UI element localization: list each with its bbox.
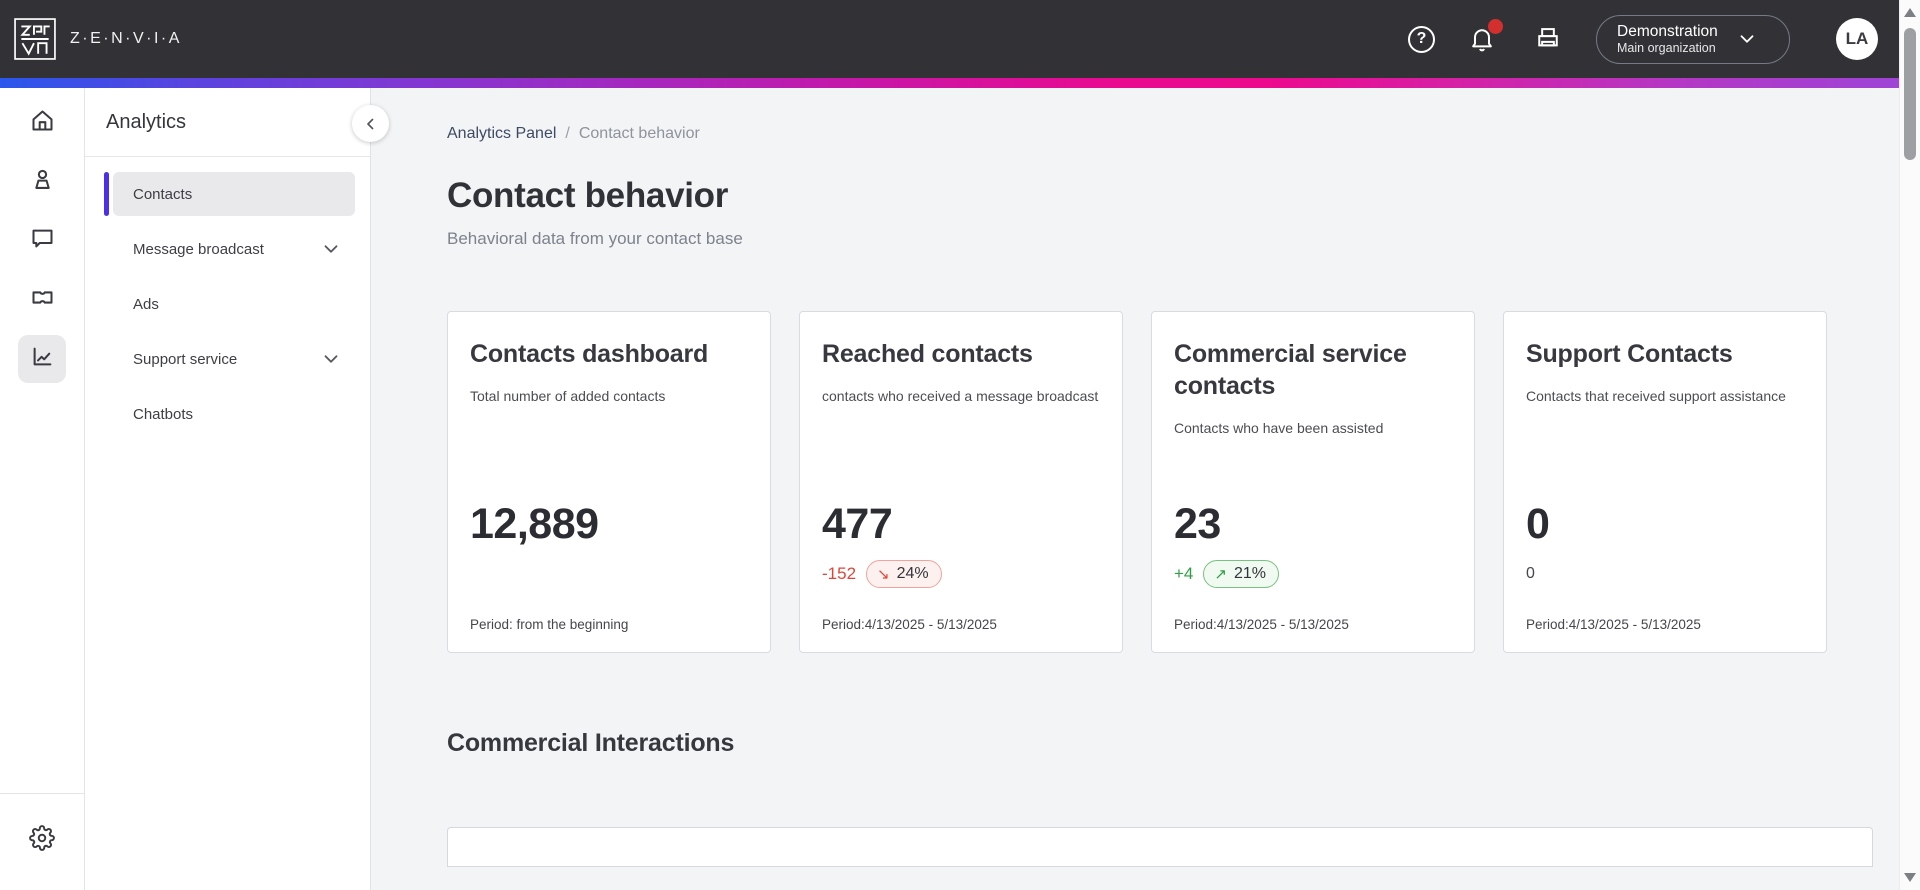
vertical-scrollbar[interactable]: [1899, 0, 1920, 890]
organization-selector[interactable]: Demonstration Main organization: [1596, 14, 1790, 64]
sidebar-item-message-broadcast[interactable]: Message broadcast: [104, 227, 355, 271]
sidebar-item-label: Ads: [133, 295, 159, 313]
scroll-down-arrow[interactable]: [1904, 873, 1916, 882]
breadcrumb: Analytics Panel / Contact behavior: [447, 125, 1873, 143]
card-reached-contacts: Reached contacts contacts who received a…: [799, 311, 1123, 653]
printer-icon[interactable]: [1534, 25, 1562, 53]
rail-item-contacts[interactable]: [18, 158, 66, 206]
analytics-sidebar: Analytics Contacts Message broadcast Ads: [85, 88, 389, 890]
card-period: Period:4/13/2025 - 5/13/2025: [1526, 617, 1701, 632]
brand-gradient-bar: [0, 78, 1920, 88]
card-title: Reached contacts: [822, 340, 1033, 368]
contacts-icon: [29, 166, 56, 198]
sidebar-item-label: Message broadcast: [133, 240, 264, 258]
sidebar-item-label: Support service: [133, 350, 238, 368]
sidebar-item-label: Contacts: [133, 185, 193, 203]
chat-icon: [29, 225, 56, 257]
organization-subtitle: Main organization: [1617, 40, 1716, 55]
rail-item-tickets[interactable]: [18, 276, 66, 324]
card-delta-row: 0: [1526, 555, 1804, 593]
card-title: Support Contacts: [1526, 340, 1733, 368]
card-title: Commercial service contacts: [1174, 340, 1407, 400]
card-value: 23: [1174, 500, 1221, 548]
rail-item-home[interactable]: [18, 99, 66, 147]
brand-wordmark: Z·E·N·V·I·A: [70, 30, 182, 47]
trend-down-icon: ↘: [877, 566, 890, 583]
sidebar-item-ads[interactable]: Ads: [104, 282, 355, 326]
selected-indicator: [104, 172, 109, 216]
delta-percent: 21%: [1233, 565, 1266, 582]
card-period: Period:4/13/2025 - 5/13/2025: [1174, 617, 1349, 632]
card-support-contacts: Support Contacts Contacts that received …: [1503, 311, 1827, 653]
notifications-bell-icon[interactable]: [1468, 19, 1503, 53]
ticket-icon: [29, 284, 56, 316]
main-content: Analytics Panel / Contact behavior Conta…: [372, 88, 1899, 890]
home-icon: [29, 107, 56, 139]
brand: Z·E·N·V·I·A: [14, 18, 182, 60]
delta-percent: 24%: [896, 565, 929, 582]
trend-badge-up: ↗ 21%: [1203, 560, 1279, 588]
trend-up-icon: ↗: [1214, 566, 1227, 583]
zenvia-logo: [14, 18, 56, 60]
card-value: 12,889: [470, 500, 599, 548]
settings-gear-icon: [29, 824, 55, 856]
delta-value: +4: [1174, 564, 1194, 583]
icon-rail: [0, 88, 85, 890]
page-title: Contact behavior: [447, 176, 729, 215]
organization-name: Demonstration: [1617, 22, 1718, 40]
card-delta-row: -152 ↘ 24%: [822, 555, 1100, 593]
sidebar-item-contacts[interactable]: Contacts: [104, 172, 355, 216]
section-title-commercial-interactions: Commercial Interactions: [447, 729, 735, 757]
help-icon[interactable]: ?: [1408, 25, 1435, 53]
sidebar-item-label: Chatbots: [133, 405, 194, 423]
card-delta-row: +4 ↗ 21%: [1174, 555, 1452, 593]
delta-value: 0: [1526, 565, 1535, 582]
panel-menu: Contacts Message broadcast Ads Support s…: [85, 157, 370, 436]
analytics-icon: [29, 343, 56, 375]
delta-value: -152: [822, 564, 857, 583]
scroll-up-arrow[interactable]: [1904, 8, 1916, 17]
rail-item-settings[interactable]: [18, 816, 66, 864]
panel-header: Analytics: [85, 88, 389, 157]
user-avatar[interactable]: LA: [1836, 18, 1878, 60]
breadcrumb-current: Contact behavior: [578, 125, 700, 142]
collapse-panel-button[interactable]: [352, 105, 389, 142]
sidebar-item-chatbots[interactable]: Chatbots: [104, 392, 355, 436]
top-bar: Z·E·N·V·I·A ? Demonstration Main organiz…: [0, 0, 1920, 78]
rail-item-chat[interactable]: [18, 217, 66, 265]
page-subtitle: Behavioral data from your contact base: [447, 229, 743, 248]
card-description: Total number of added contacts: [470, 388, 666, 404]
notification-dot: [1488, 19, 1503, 34]
card-delta-row: [470, 555, 748, 593]
card-value: 0: [1526, 500, 1550, 548]
chevron-down-icon: [320, 348, 342, 370]
card-description: Contacts that received support assistanc…: [1526, 388, 1786, 404]
rail-item-analytics[interactable]: [18, 335, 66, 383]
kpi-cards-row: Contacts dashboard Total number of added…: [447, 311, 1873, 653]
card-description: Contacts who have been assisted: [1174, 420, 1384, 436]
breadcrumb-analytics-panel[interactable]: Analytics Panel: [447, 125, 557, 142]
card-value: 477: [822, 500, 893, 548]
card-commercial-service-contacts: Commercial service contacts Contacts who…: [1151, 311, 1475, 653]
panel-title: Analytics: [106, 110, 187, 133]
card-title: Contacts dashboard: [470, 340, 709, 368]
chevron-down-icon: [320, 238, 342, 260]
card-contacts-dashboard: Contacts dashboard Total number of added…: [447, 311, 771, 653]
commercial-interactions-card: [447, 827, 1873, 867]
card-description: contacts who received a message broadcas…: [822, 388, 1099, 404]
trend-badge-down: ↘ 24%: [866, 560, 942, 588]
card-period: Period: from the beginning: [470, 617, 629, 632]
scrollbar-thumb[interactable]: [1904, 28, 1916, 160]
card-period: Period:4/13/2025 - 5/13/2025: [822, 617, 997, 632]
rail-bottom: [0, 793, 85, 890]
chevron-down-icon: [1736, 28, 1758, 50]
breadcrumb-separator: /: [565, 125, 570, 142]
sidebar-item-support-service[interactable]: Support service: [104, 337, 355, 381]
